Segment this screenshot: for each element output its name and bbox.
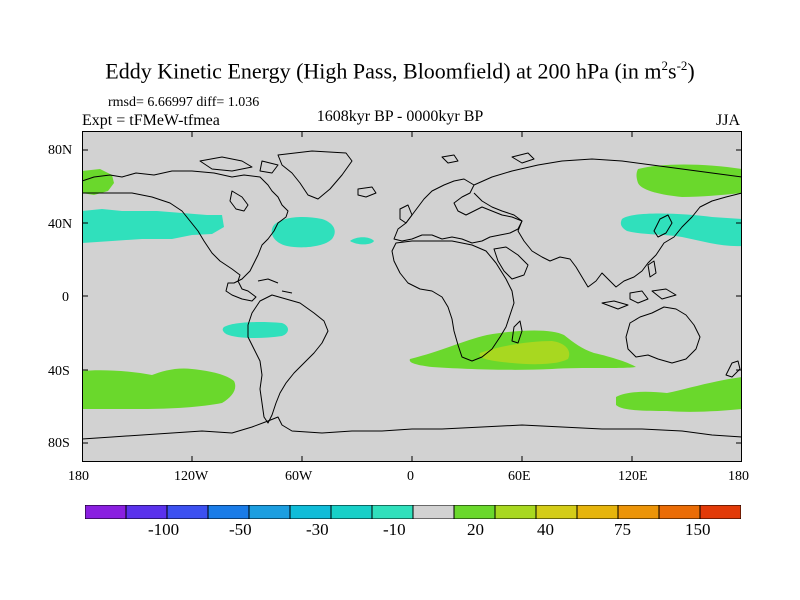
colorbar: [85, 505, 741, 519]
colorbar-box: [658, 505, 701, 519]
colorbar-box: [248, 505, 291, 519]
colorbar-box: [535, 505, 578, 519]
colorbar-box: [617, 505, 660, 519]
coast-iceland: [357, 186, 377, 198]
colorbar-box: [412, 505, 455, 519]
north-pacific-teal-west: [620, 213, 742, 247]
colorbar-label-7: 75: [614, 520, 631, 539]
colorbar-label-1: -100: [148, 520, 180, 539]
colorbar-box: [85, 505, 127, 519]
colorbar-label-2: -50: [229, 520, 252, 539]
north-atlantic-small-teal: [350, 237, 374, 245]
coast-arabia: [493, 246, 529, 280]
x-label-180w: 180: [68, 469, 89, 484]
experiment-label: Expt = tFMeW-tfmea: [82, 112, 220, 129]
colorbar-label-8: 150: [685, 520, 711, 539]
coast-indonesia: [601, 260, 677, 310]
plot-title: Eddy Kinetic Energy (High Pass, Bloomfie…: [105, 58, 695, 84]
coast-caribbean: [257, 278, 293, 294]
coast-hudson-bay: [229, 190, 249, 212]
x-label-120w: 120W: [174, 469, 209, 484]
south-pacific-green-west: [616, 377, 742, 412]
colorbar-box: [207, 505, 250, 519]
north-pacific-green: [636, 164, 742, 197]
north-pacific-teal-east: [82, 209, 224, 243]
colorbar-box: [125, 505, 168, 519]
colorbar-label-3: -30: [306, 520, 329, 539]
colorbar-label-5: 20: [467, 520, 484, 539]
colorbar-box: [699, 505, 741, 519]
anomaly-fills: [82, 164, 742, 412]
coast-japan: [653, 214, 673, 238]
period-label: 1608kyr BP - 0000kyr BP: [316, 108, 484, 125]
coast-north-america: [82, 170, 289, 302]
y-label-80n: 80N: [48, 143, 73, 158]
coast-australia: [625, 306, 701, 364]
colorbar-box: [453, 505, 496, 519]
x-label-120e: 120E: [618, 469, 648, 484]
coast-uk: [399, 204, 413, 224]
world-map: [82, 131, 742, 462]
colorbar-label-4: -10: [383, 520, 406, 539]
south-pacific-teal: [222, 322, 288, 339]
coast-south-america: [247, 294, 329, 424]
south-pacific-green-east: [82, 368, 236, 409]
x-label-180e: 180: [728, 469, 749, 484]
axis-ticks: [82, 131, 742, 462]
coast-arctic-islands: [199, 156, 279, 174]
coastlines: [82, 150, 742, 440]
season-label: JJA: [716, 112, 741, 129]
coast-svalbard: [441, 152, 535, 164]
colorbar-label-6: 40: [537, 520, 554, 539]
colorbar-box: [494, 505, 537, 519]
north-atlantic-teal: [271, 217, 335, 248]
rmsd-stat: rmsd= 6.66997 diff= 1.036: [108, 95, 260, 110]
coast-antarctica: [82, 416, 742, 440]
y-label-40s: 40S: [48, 364, 70, 379]
colorbar-box: [576, 505, 619, 519]
y-label-40n: 40N: [48, 217, 73, 232]
y-label-eq: 0: [62, 290, 69, 305]
coast-africa: [391, 240, 515, 362]
x-label-60w: 60W: [285, 469, 313, 484]
coast-madagascar: [511, 320, 523, 344]
x-label-0: 0: [407, 469, 414, 484]
colorbar-box: [330, 505, 373, 519]
coast-greenland: [277, 150, 353, 200]
coast-europe: [393, 178, 523, 244]
coast-new-zealand: [725, 360, 741, 378]
southern-indian-yellow: [479, 341, 570, 365]
coast-asia: [473, 158, 742, 288]
y-label-80s: 80S: [48, 436, 70, 451]
colorbar-box: [289, 505, 332, 519]
colorbar-box: [371, 505, 414, 519]
x-label-60e: 60E: [508, 469, 531, 484]
colorbar-box: [166, 505, 209, 519]
